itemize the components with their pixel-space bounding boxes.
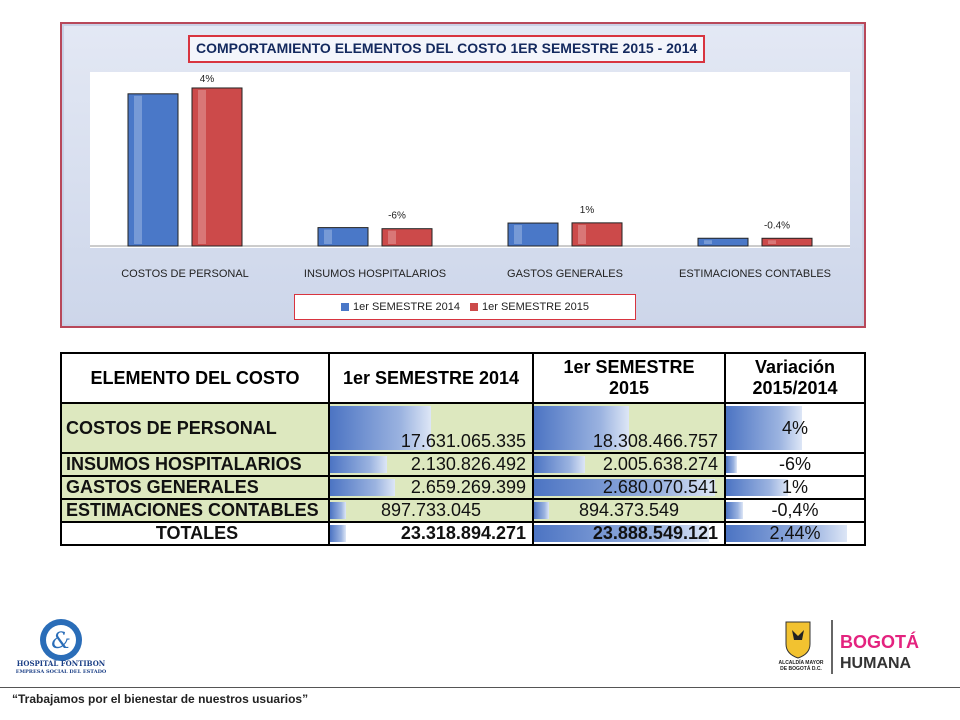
cell-2015: 18.308.466.757 bbox=[532, 402, 726, 454]
cell-2014: 17.631.065.335 bbox=[328, 402, 534, 454]
bar-2014-3 bbox=[697, 237, 749, 247]
data-bar-fill bbox=[535, 525, 709, 542]
bar-2015-0 bbox=[191, 87, 243, 247]
footer-divider bbox=[0, 687, 960, 688]
bogota-logos: BOGOTÁ HUMANA bbox=[785, 620, 919, 674]
legend-item-2015: 1er SEMESTRE 2015 bbox=[470, 301, 589, 313]
data-bar-fill bbox=[331, 502, 347, 519]
bar-highlight bbox=[578, 224, 586, 244]
bar-highlight bbox=[198, 89, 206, 244]
legend-item-2014: 1er SEMESTRE 2014 bbox=[341, 301, 460, 313]
bar-highlight bbox=[134, 95, 142, 244]
category-label-2: GASTOS GENERALES bbox=[507, 268, 623, 280]
table-total-row: TOTALES 23.318.894.271 23.888.549.121 2,… bbox=[60, 521, 866, 546]
chart-legend: 1er SEMESTRE 2014 1er SEMESTRE 2015 bbox=[294, 294, 636, 320]
hospital-fontibon-logo: & HOSPITAL FONTIBON EMPRESA SOCIAL DEL E… bbox=[14, 616, 108, 680]
data-bar-fill bbox=[535, 456, 586, 473]
legend-label-2015: 1er SEMESTRE 2015 bbox=[482, 301, 589, 313]
data-bar-fill bbox=[727, 502, 743, 519]
table-row: INSUMOS HOSPITALARIOS 2.130.826.492 2.00… bbox=[60, 452, 866, 477]
bogota-humana-logo: BOGOTÁ HUMANA ALCALDÍA MAYOR DE BOGOTÁ D… bbox=[776, 618, 936, 678]
table-row: COSTOS DE PERSONAL 17.631.065.335 18.308… bbox=[60, 402, 866, 454]
bar-highlight bbox=[514, 225, 522, 244]
header-2015: 1er SEMESTRE 2015 bbox=[532, 352, 726, 404]
bogota-word: BOGOTÁ bbox=[840, 631, 919, 652]
cell-variation: -0,4% bbox=[724, 498, 866, 523]
total-2015: 23.888.549.121 bbox=[532, 521, 726, 546]
row-label: GASTOS GENERALES bbox=[60, 475, 330, 500]
cell-variation: 4% bbox=[724, 402, 866, 454]
data-bar-fill bbox=[331, 525, 347, 542]
table-row: ESTIMACIONES CONTABLES 897.733.045 894.3… bbox=[60, 498, 866, 523]
data-bar-fill bbox=[535, 502, 550, 519]
chart-title: COMPORTAMIENTO ELEMENTOS DEL COSTO 1ER S… bbox=[188, 35, 706, 63]
bar-highlight bbox=[388, 230, 396, 244]
row-label: ESTIMACIONES CONTABLES bbox=[60, 498, 330, 523]
header-variacion: Variación 2015/2014 bbox=[724, 352, 866, 404]
cell-2014: 897.733.045 bbox=[328, 498, 534, 523]
data-bar-fill bbox=[727, 525, 848, 542]
bar-2015-1 bbox=[381, 228, 433, 247]
row-label: COSTOS DE PERSONAL bbox=[60, 402, 330, 454]
data-label-1: -6% bbox=[388, 211, 406, 222]
header-elemento: ELEMENTO DEL COSTO bbox=[60, 352, 330, 404]
category-label-3: ESTIMACIONES CONTABLES bbox=[679, 268, 831, 280]
row-label: INSUMOS HOSPITALARIOS bbox=[60, 452, 330, 477]
category-axis: COSTOS DE PERSONAL INSUMOS HOSPITALARIOS G… bbox=[121, 268, 831, 280]
chart-panel: COMPORTAMIENTO ELEMENTOS DEL COSTO 1ER S… bbox=[60, 22, 866, 328]
data-bar-fill bbox=[727, 479, 789, 496]
header-2014: 1er SEMESTRE 2014 bbox=[328, 352, 534, 404]
bar-chart: 4% -6% 1% -0.4% bbox=[90, 74, 850, 247]
cell-2014: 2.130.826.492 bbox=[328, 452, 534, 477]
bar-highlight bbox=[704, 240, 712, 244]
total-label: TOTALES bbox=[60, 521, 330, 546]
data-bar-fill bbox=[331, 479, 395, 496]
cell-2015: 2.005.638.274 bbox=[532, 452, 726, 477]
svg-text:&: & bbox=[51, 629, 71, 654]
humana-word: HUMANA bbox=[840, 655, 912, 672]
data-bar-fill bbox=[535, 406, 629, 450]
bar-2014-2 bbox=[507, 222, 559, 247]
data-bar-fill bbox=[727, 456, 738, 473]
legend-swatch-2014 bbox=[341, 303, 349, 311]
bar-2014-0 bbox=[127, 93, 179, 247]
alcaldia-shield-icon bbox=[785, 621, 811, 659]
legend-label-2014: 1er SEMESTRE 2014 bbox=[353, 301, 460, 313]
category-label-0: COSTOS DE PERSONAL bbox=[121, 268, 249, 280]
table-row: GASTOS GENERALES 2.659.269.399 2.680.070… bbox=[60, 475, 866, 500]
total-2014: 23.318.894.271 bbox=[328, 521, 534, 546]
cell-2014: 2.659.269.399 bbox=[328, 475, 534, 500]
fontibon-caption: HOSPITAL FONTIBON EMPRESA SOCIAL DEL EST… bbox=[15, 659, 107, 676]
data-label-0: 4% bbox=[200, 74, 215, 85]
data-bar-fill bbox=[727, 406, 802, 450]
data-label-3: -0.4% bbox=[764, 220, 790, 231]
footer-slogan: “Trabajamos por el bienestar de nuestros… bbox=[12, 692, 309, 706]
cell-variation: 1% bbox=[724, 475, 866, 500]
cost-table: ELEMENTO DEL COSTO 1er SEMESTRE 2014 1er… bbox=[60, 352, 866, 546]
total-variation: 2,44% bbox=[724, 521, 866, 546]
data-label-2: 1% bbox=[580, 205, 595, 216]
bar-2014-1 bbox=[317, 227, 369, 247]
cell-2015: 2.680.070.541 bbox=[532, 475, 726, 500]
cell-2015: 894.373.549 bbox=[532, 498, 726, 523]
data-bar-fill bbox=[331, 406, 431, 450]
bar-highlight bbox=[768, 240, 776, 244]
legend-swatch-2015 bbox=[470, 303, 478, 311]
data-bar-fill bbox=[535, 479, 715, 496]
table-header-row: ELEMENTO DEL COSTO 1er SEMESTRE 2014 1er… bbox=[60, 352, 866, 404]
cell-variation: -6% bbox=[724, 452, 866, 477]
alcaldia-caption: ALCALDÍA MAYOR DE BOGOTÁ D.C. bbox=[778, 660, 824, 672]
category-label-1: INSUMOS HOSPITALARIOS bbox=[304, 268, 446, 280]
bar-2015-3 bbox=[761, 237, 813, 247]
plot-area: 4% -6% 1% -0.4% bbox=[90, 72, 850, 248]
bar-2015-2 bbox=[571, 222, 623, 247]
bar-highlight bbox=[324, 229, 332, 244]
data-bar-fill bbox=[331, 456, 387, 473]
fontibon-emblem-icon: & bbox=[40, 619, 82, 661]
